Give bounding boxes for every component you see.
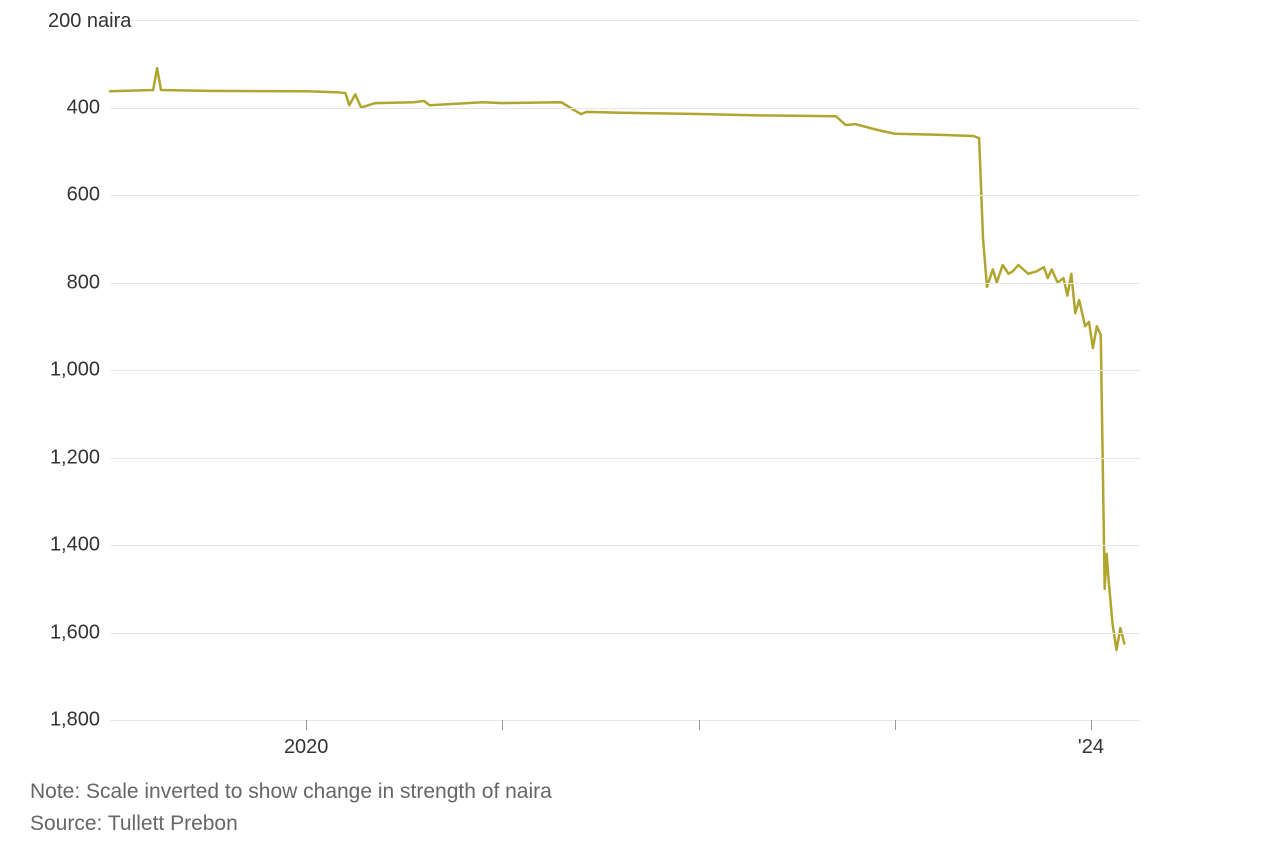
- y-axis-label: 1,200: [50, 446, 110, 469]
- x-axis-tick: [895, 720, 896, 730]
- chart-source: Source: Tullett Prebon: [30, 812, 238, 836]
- y-axis-unit-label: 200 naira: [48, 10, 131, 33]
- gridline: [110, 458, 1140, 459]
- gridline: [110, 545, 1140, 546]
- x-axis-tick: [699, 720, 700, 730]
- gridline: [110, 283, 1140, 284]
- y-axis-label: 1,600: [50, 621, 110, 644]
- gridline: [110, 720, 1140, 721]
- gridline: [110, 370, 1140, 371]
- gridline: [110, 20, 1140, 21]
- x-axis-label: 2020: [284, 720, 329, 759]
- y-axis-label: 1,400: [50, 534, 110, 557]
- gridline: [110, 108, 1140, 109]
- y-axis-label: 1,800: [50, 709, 110, 732]
- chart-note: Note: Scale inverted to show change in s…: [30, 780, 552, 804]
- chart-container: 200 naira 400 600 800 1,000 1,200 1,400 1,600 1,…: [0, 0, 1280, 866]
- x-axis-label: '24: [1078, 720, 1104, 759]
- y-axis-label: 600: [67, 184, 110, 207]
- gridline: [110, 195, 1140, 196]
- plot-area: 200 naira4006008001,0001,2001,4001,6001,…: [110, 20, 1140, 720]
- gridline: [110, 633, 1140, 634]
- naira-line: [110, 68, 1124, 650]
- y-axis-label: 1,000: [50, 359, 110, 382]
- x-axis-tick: [502, 720, 503, 730]
- y-axis-label: 400: [67, 96, 110, 119]
- y-axis-label: 800: [67, 271, 110, 294]
